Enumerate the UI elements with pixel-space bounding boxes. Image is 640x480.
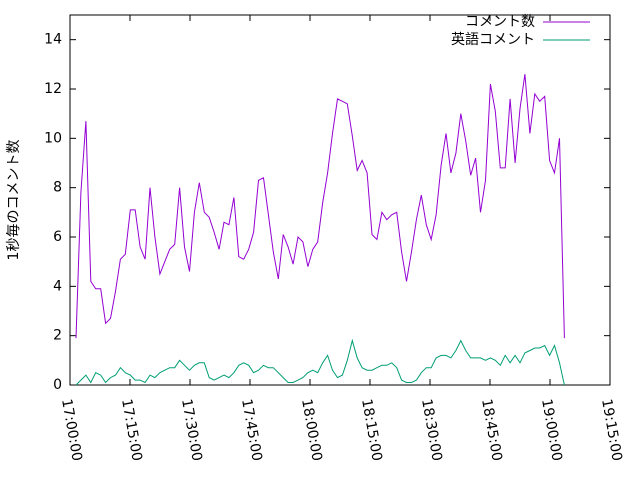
x-tick-label: 19:00:00: [538, 398, 565, 463]
x-tick-label: 17:30:00: [178, 398, 205, 463]
x-tick-label: 18:30:00: [418, 398, 445, 463]
x-tick-label: 17:00:00: [58, 398, 85, 463]
series-line: [75, 338, 565, 386]
plot-frame: [69, 14, 611, 386]
y-tick-label: 0: [53, 377, 62, 393]
legend-label: コメント数: [465, 14, 535, 30]
y-tick-label: 6: [53, 229, 62, 245]
y-tick-label: 4: [53, 278, 62, 294]
x-tick-label: 18:45:00: [478, 398, 505, 463]
x-tick-label: 17:45:00: [238, 398, 265, 463]
y-tick-label: 12: [44, 81, 62, 97]
x-tick-label: 18:15:00: [358, 398, 385, 463]
series-line: [75, 74, 565, 339]
y-tick-label: 14: [44, 32, 62, 48]
y-tick-label: 2: [53, 328, 62, 344]
x-tick-label: 17:15:00: [118, 398, 145, 463]
y-tick-label: 8: [53, 180, 62, 196]
x-tick-label: 19:15:00: [598, 398, 625, 463]
legend-label: 英語コメント: [451, 31, 535, 48]
y-axis-label: 1秒毎のコメント数: [6, 140, 22, 261]
x-tick-label: 18:00:00: [298, 398, 325, 463]
y-tick-label: 10: [44, 130, 62, 146]
